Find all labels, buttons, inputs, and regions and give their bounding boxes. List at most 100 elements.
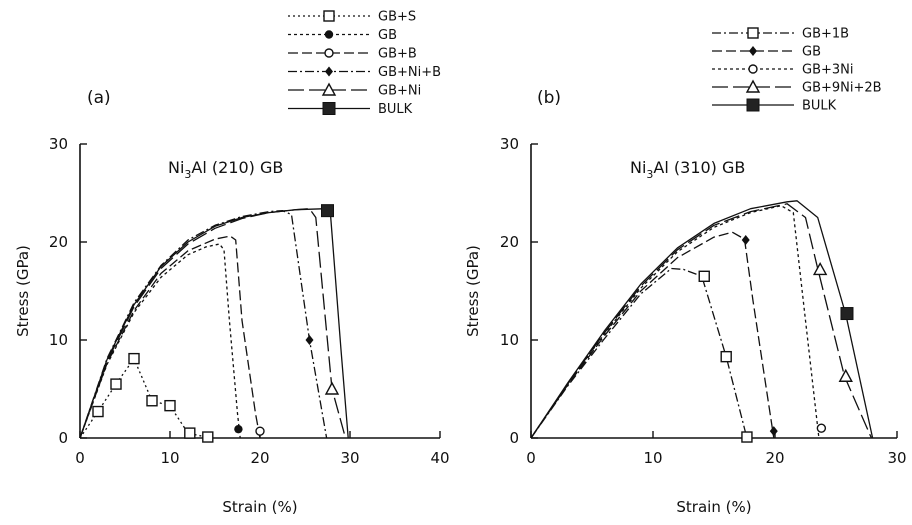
legend-item: BULK (712, 99, 837, 114)
x-tick-label: 40 (430, 449, 449, 467)
x-axis-label: Strain (%) (222, 498, 297, 516)
title-element: Ni (630, 158, 646, 177)
panel-label: (a) (87, 88, 111, 108)
data-point-marker (721, 352, 731, 362)
series-gb (531, 232, 778, 438)
legend-item: GB+B (288, 47, 417, 62)
series-gb-plus-3ni (531, 206, 825, 438)
series-line (80, 359, 211, 438)
data-point-marker (742, 432, 752, 442)
series-line (80, 211, 327, 438)
data-point-marker (322, 205, 334, 217)
legend: GB+S GB GB+B GB+Ni+B GB+Ni BULK (288, 10, 441, 118)
title-subscript: 3 (184, 168, 191, 181)
series-line (531, 269, 747, 439)
title-element: Ni (168, 158, 184, 177)
data-point-marker (111, 379, 121, 389)
data-point-marker (93, 407, 103, 417)
legend-marker (749, 46, 757, 56)
series-gb-plus-s (80, 354, 213, 442)
data-point-marker (185, 428, 195, 438)
legend-marker (748, 28, 758, 38)
chart-panel-b: 0 10 20 30 0 10 20 30 Strain (%) Stress (GPa) (b) N… (464, 27, 907, 517)
legend-item: BULK (288, 102, 413, 117)
data-point-marker (256, 427, 264, 435)
data-point-marker (699, 271, 709, 281)
data-point-marker (817, 424, 825, 432)
data-point-marker (814, 263, 826, 274)
x-tick-label: 20 (765, 449, 784, 467)
data-point-marker (326, 383, 338, 394)
title-rest: Al (310) GB (653, 158, 745, 177)
series-gb-plus-ni (80, 209, 346, 438)
series-line (531, 206, 819, 438)
legend-label: GB+Ni+B (378, 65, 441, 80)
x-tick-label: 30 (340, 449, 359, 467)
y-tick-label: 10 (49, 331, 68, 349)
data-point-marker (306, 335, 314, 345)
legend-marker (325, 49, 333, 57)
series-gb-plus-1b (531, 269, 752, 443)
series-line (531, 204, 871, 438)
legend-marker (325, 67, 333, 77)
y-tick-label: 0 (509, 429, 519, 447)
x-axis-label: Strain (%) (676, 498, 751, 516)
y-axis-label: Stress (GPa) (464, 245, 482, 337)
legend-marker (324, 11, 334, 21)
legend-item: GB+9Ni+2B (712, 81, 882, 96)
data-point-marker (165, 401, 175, 411)
legend-label: GB+3Ni (802, 63, 854, 78)
legend-item: GB+1B (712, 27, 849, 42)
legend-label: GB+9Ni+2B (802, 81, 882, 96)
legend-item: GB+3Ni (712, 63, 854, 78)
series-gb-plus-ni-plus-b (80, 211, 327, 438)
legend: GB+1B GB GB+3Ni GB+9Ni+2B BULK (712, 27, 882, 114)
series-bulk (531, 201, 873, 438)
x-tick-label: 0 (526, 449, 536, 467)
chart-title: Ni3Al (210) GB (168, 158, 283, 181)
series-gb-plus-9ni-plus-2b (531, 204, 871, 438)
legend-item: GB+S (288, 10, 416, 25)
x-tick-label: 10 (160, 449, 179, 467)
legend-label: BULK (802, 99, 837, 114)
title-subscript: 3 (646, 168, 653, 181)
data-point-marker (840, 370, 852, 381)
legend-label: GB+1B (802, 27, 849, 42)
data-point-marker (234, 425, 242, 433)
y-tick-label: 20 (500, 233, 519, 251)
x-tick-label: 0 (75, 449, 85, 467)
y-tick-label: 30 (500, 135, 519, 153)
title-rest: Al (210) GB (191, 158, 283, 177)
y-tick-label: 30 (49, 135, 68, 153)
y-axis-label: Stress (GPa) (14, 245, 32, 337)
legend-label: GB+B (378, 47, 417, 62)
series-line (80, 244, 240, 438)
legend-marker (325, 30, 333, 38)
legend-marker (749, 65, 757, 73)
legend-item: GB (712, 45, 821, 60)
y-tick-label: 0 (58, 429, 68, 447)
y-tick-label: 10 (500, 331, 519, 349)
legend-label: BULK (378, 102, 413, 117)
x-tick-label: 20 (250, 449, 269, 467)
legend-marker (747, 99, 759, 111)
data-point-marker (742, 235, 750, 245)
legend-marker (323, 103, 335, 115)
series-line (80, 209, 346, 438)
series-line (80, 209, 348, 438)
legend-label: GB (802, 45, 821, 60)
chart-title: Ni3Al (310) GB (630, 158, 745, 181)
data-point-marker (147, 396, 157, 406)
data-point-marker (841, 308, 853, 320)
data-point-marker (770, 426, 778, 436)
legend-item: GB+Ni+B (288, 65, 441, 80)
series-line (531, 232, 774, 438)
chart-panel-a: 0 10 20 30 400102030Strain (%)Stress (GPa)(a… (14, 10, 450, 517)
legend-label: GB (378, 28, 397, 43)
legend-item: GB+Ni (288, 84, 421, 99)
data-point-marker (129, 354, 139, 364)
legend-label: GB+Ni (378, 84, 421, 99)
x-tick-label: 30 (887, 449, 906, 467)
legend-label: GB+S (378, 10, 416, 25)
